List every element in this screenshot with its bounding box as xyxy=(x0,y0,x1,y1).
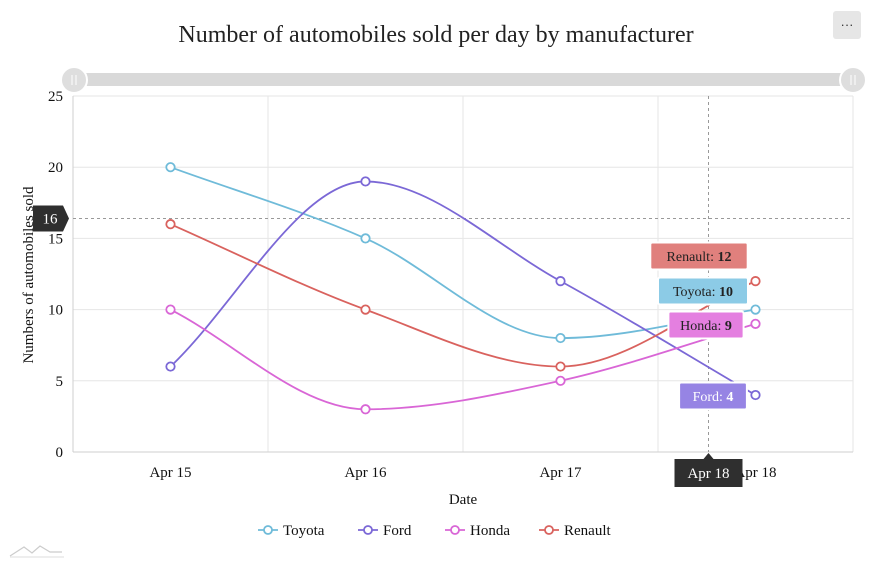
chart-logo-icon xyxy=(9,545,64,558)
legend-marker xyxy=(363,525,373,535)
data-point-honda[interactable] xyxy=(750,318,761,329)
legend-item-ford[interactable]: Ford xyxy=(358,523,412,539)
data-point-ford[interactable] xyxy=(360,176,371,187)
tooltip-value: 10 xyxy=(719,285,733,300)
series-line-toyota xyxy=(170,166,756,339)
legend-item-honda[interactable]: Honda xyxy=(445,523,510,539)
tooltip-value: 4 xyxy=(726,390,733,405)
legend-marker xyxy=(263,525,273,535)
legend-label: Honda xyxy=(470,523,510,539)
data-point-toyota[interactable] xyxy=(360,233,371,244)
slider-track[interactable] xyxy=(72,73,854,86)
tooltip-ford: Ford: 4 xyxy=(678,381,748,411)
series-line-ford xyxy=(169,180,756,396)
data-point-toyota[interactable] xyxy=(750,304,761,315)
series-points xyxy=(165,162,761,415)
tooltip-label: Toyota: xyxy=(673,285,719,300)
series-lines xyxy=(169,166,756,411)
legend-item-renault[interactable]: Renault xyxy=(539,523,611,539)
data-point-renault[interactable] xyxy=(750,276,761,287)
grid xyxy=(72,95,854,453)
y-tick-label: 25 xyxy=(48,89,63,105)
data-point-renault[interactable] xyxy=(555,361,566,372)
tooltip-label: Renault: xyxy=(667,250,718,265)
x-tick-label: Apr 16 xyxy=(344,465,387,481)
svg-text:Honda: 9: Honda: 9 xyxy=(680,319,732,334)
tooltip-value: 12 xyxy=(717,250,731,265)
data-point-toyota[interactable] xyxy=(555,332,566,344)
svg-text:Ford: 4: Ford: 4 xyxy=(693,390,734,405)
x-axis-title: Date xyxy=(449,492,478,508)
tooltip-honda: Honda: 9 xyxy=(667,310,745,340)
range-slider[interactable] xyxy=(60,66,867,94)
y-tick-label: 5 xyxy=(56,374,64,390)
tooltips: Renault: 12 Toyota: 10 Honda: 9 Ford: 4 xyxy=(649,241,749,411)
tooltip-box xyxy=(657,276,749,306)
tooltip-value: 9 xyxy=(725,319,732,334)
tooltip-renault: Renault: 12 xyxy=(649,241,749,271)
x-tick-label: Apr 18 xyxy=(734,465,776,481)
data-point-honda[interactable] xyxy=(165,304,176,315)
data-point-renault[interactable] xyxy=(360,304,371,315)
chart-title: Number of automobiles sold per day by ma… xyxy=(178,22,693,48)
x-tick-label: Apr 17 xyxy=(539,465,582,481)
legend-marker xyxy=(544,525,554,535)
crosshair-y-value: 16 xyxy=(43,211,59,227)
tooltip-label: Honda: xyxy=(680,319,725,334)
data-point-honda[interactable] xyxy=(555,375,566,386)
series-line-honda xyxy=(170,308,756,411)
tooltip-label: Ford: xyxy=(693,390,727,405)
tooltip-box xyxy=(667,310,745,340)
legend-label: Toyota xyxy=(283,523,325,539)
slider-handle-right[interactable] xyxy=(839,66,867,94)
slider-handle-left[interactable] xyxy=(60,66,88,94)
y-tick-label: 20 xyxy=(48,160,63,176)
crosshair-y-label: 16 xyxy=(33,205,69,232)
legend-item-toyota[interactable]: Toyota xyxy=(258,523,325,539)
legend-label: Renault xyxy=(564,523,611,539)
data-point-toyota[interactable] xyxy=(165,162,176,173)
legend-marker xyxy=(450,525,460,535)
tooltip-toyota: Toyota: 10 xyxy=(657,276,749,306)
svg-text:Renault: 12: Renault: 12 xyxy=(667,250,732,265)
crosshair-x-value: Apr 18 xyxy=(687,466,729,482)
y-tick-label: 0 xyxy=(56,445,64,461)
x-tick-label: Apr 15 xyxy=(149,465,191,481)
series-line-renault xyxy=(170,223,756,368)
data-point-renault[interactable] xyxy=(165,219,176,230)
chart-menu-button[interactable]: ··· xyxy=(833,11,861,39)
svg-text:Toyota: 10: Toyota: 10 xyxy=(673,285,733,300)
y-axis: 0 5 10 15 20 25 xyxy=(48,89,63,461)
legend: Toyota Ford Honda Renault xyxy=(258,523,611,539)
data-point-ford[interactable] xyxy=(165,361,176,372)
y-tick-label: 10 xyxy=(48,303,63,319)
tooltip-box xyxy=(678,381,748,411)
data-point-ford[interactable] xyxy=(555,276,566,287)
data-point-honda[interactable] xyxy=(360,404,371,415)
legend-label: Ford xyxy=(383,523,412,539)
y-tick-label: 15 xyxy=(48,231,63,247)
crosshair-x-label: Apr 18 xyxy=(674,453,743,487)
data-point-ford[interactable] xyxy=(750,389,761,401)
tooltip-box xyxy=(649,241,749,271)
x-axis: Apr 15 Apr 16 Apr 17 Apr 18 xyxy=(149,465,776,481)
